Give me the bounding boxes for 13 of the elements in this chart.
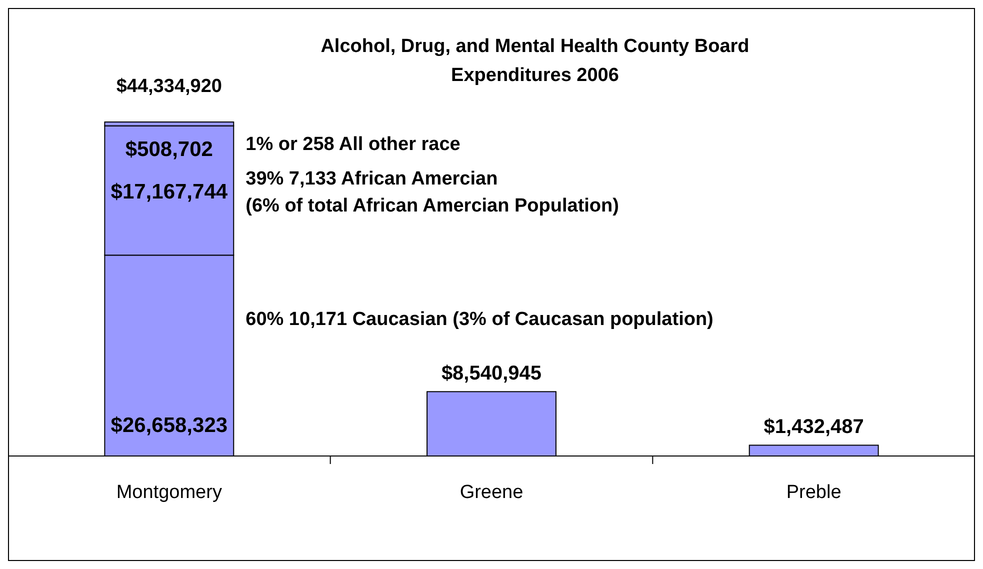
x-tick-label: Montgomery [116, 482, 222, 503]
x-tick-label: Preble [786, 482, 842, 503]
data-label: $508,702 [125, 138, 213, 161]
annotation: 60% 10,171 Caucasian (3% of Caucasan population) [246, 309, 714, 330]
text: $44,334,920 [116, 76, 222, 97]
data-label: $17,167,744 [110, 180, 228, 204]
data-label: $8,540,945 [441, 362, 542, 385]
annotation: 1% or 258 All other race [246, 134, 460, 155]
annotation: 39% 7,133 African Amercian (6% of total African Amercian Population) [246, 168, 619, 216]
chart-title: Alcohol, Drug, and Mental Health County Board Expenditures 2006 [320, 36, 750, 86]
data-label: $1,432,487 [764, 416, 864, 438]
data-label: $26,658,323 [110, 414, 228, 437]
x-tick-label: Greene [460, 482, 524, 503]
